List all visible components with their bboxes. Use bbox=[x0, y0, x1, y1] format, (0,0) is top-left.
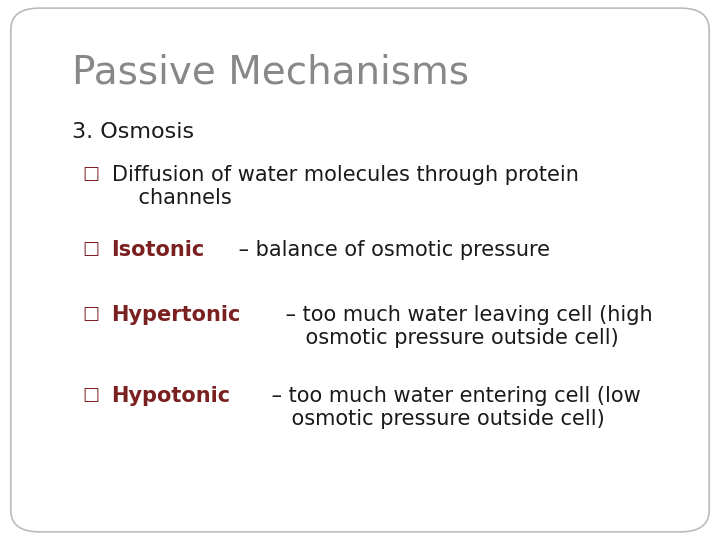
Text: Passive Mechanisms: Passive Mechanisms bbox=[72, 54, 469, 92]
Text: Hypotonic: Hypotonic bbox=[112, 386, 230, 406]
Text: – too much water leaving cell (high
    osmotic pressure outside cell): – too much water leaving cell (high osmo… bbox=[279, 305, 652, 348]
Text: Diffusion of water molecules through protein
    channels: Diffusion of water molecules through pro… bbox=[112, 165, 578, 208]
Text: □: □ bbox=[83, 305, 100, 323]
Text: □: □ bbox=[83, 386, 100, 404]
Text: Hypertonic: Hypertonic bbox=[112, 305, 241, 325]
Text: Isotonic: Isotonic bbox=[112, 240, 205, 260]
FancyBboxPatch shape bbox=[11, 8, 709, 532]
Text: 3. Osmosis: 3. Osmosis bbox=[72, 122, 194, 141]
Text: – too much water entering cell (low
    osmotic pressure outside cell): – too much water entering cell (low osmo… bbox=[265, 386, 641, 429]
Text: □: □ bbox=[83, 165, 100, 183]
Text: □: □ bbox=[83, 240, 100, 258]
Text: – balance of osmotic pressure: – balance of osmotic pressure bbox=[232, 240, 550, 260]
